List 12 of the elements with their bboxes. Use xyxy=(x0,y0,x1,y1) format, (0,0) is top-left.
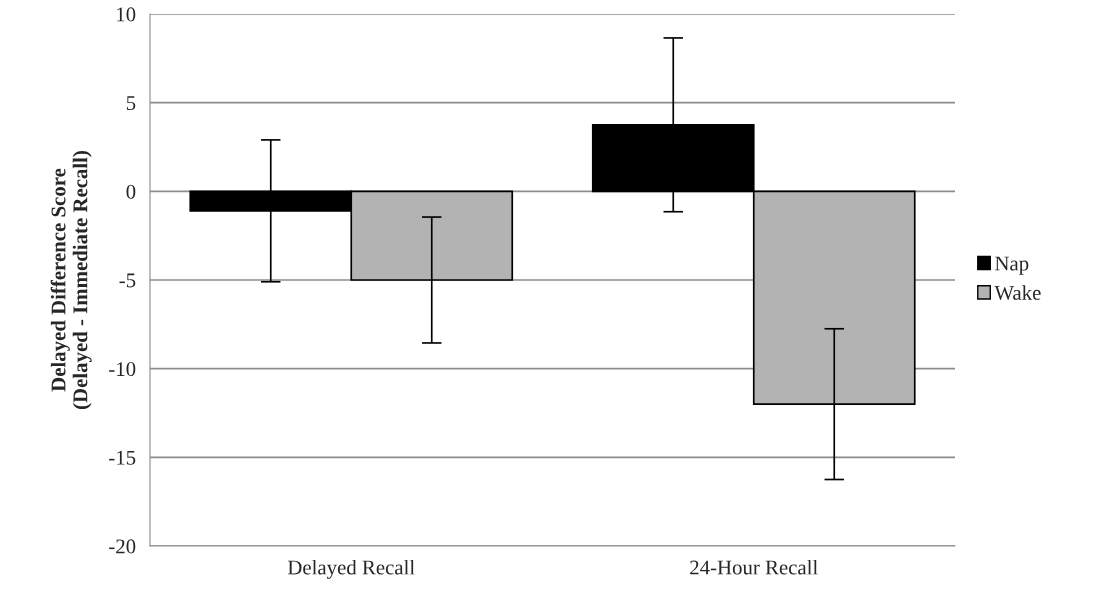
y-tick-label: 5 xyxy=(126,96,136,111)
legend-label: Wake xyxy=(994,285,1041,300)
y-axis-title: Delayed Difference Score (Delayed - Immediate Recall) xyxy=(50,151,92,409)
y-tick-label: 0 xyxy=(126,184,136,199)
y-tick-label: -5 xyxy=(119,273,136,288)
x-tick-label: Delayed Recall xyxy=(287,559,415,579)
y-tick-label: -10 xyxy=(109,362,136,377)
y-tick-label: -15 xyxy=(109,450,136,465)
y-tick-label: 10 xyxy=(117,7,136,22)
legend-label: Nap xyxy=(995,256,1029,275)
y-tick-label: -20 xyxy=(109,539,136,554)
x-tick-label: 24-Hour Recall xyxy=(690,559,818,575)
